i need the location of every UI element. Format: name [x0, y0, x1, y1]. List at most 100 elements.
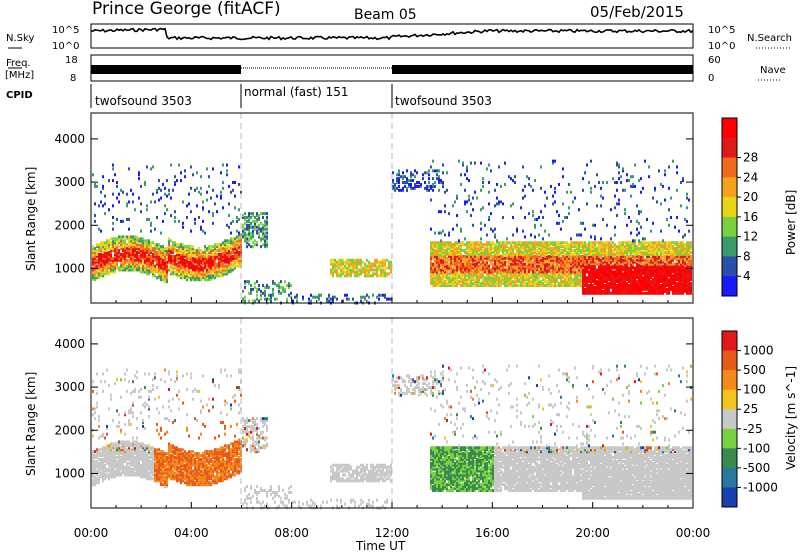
- power-cell: [206, 262, 208, 266]
- power-cell: [402, 171, 404, 175]
- power-cell: [540, 210, 542, 214]
- power-cell: [466, 260, 468, 264]
- power-cell: [378, 274, 380, 278]
- power-cell: [432, 274, 434, 278]
- power-cell: [508, 175, 510, 179]
- power-cell: [140, 258, 142, 262]
- power-cell: [516, 227, 518, 231]
- power-cell: [638, 272, 640, 276]
- power-cell: [234, 249, 236, 253]
- power-cell: [466, 282, 468, 286]
- power-cell: [542, 262, 544, 266]
- power-cell: [658, 280, 660, 284]
- power-cell: [550, 247, 552, 251]
- power-cell: [662, 241, 664, 245]
- power-cell: [618, 264, 620, 268]
- power-cell: [170, 239, 172, 243]
- power-cell: [522, 278, 524, 282]
- power-cell: [184, 266, 186, 270]
- power-cell: [484, 260, 486, 264]
- power-cell: [616, 278, 618, 282]
- power-cell: [624, 266, 626, 270]
- power-cell: [484, 247, 486, 251]
- power-cell: [636, 274, 638, 278]
- power-cell: [510, 254, 512, 258]
- power-cell: [614, 282, 616, 286]
- power-cell: [196, 262, 198, 266]
- power-cell: [162, 247, 164, 251]
- power-cell: [556, 268, 558, 272]
- power-cell: [480, 268, 482, 272]
- power-cell: [476, 196, 478, 200]
- power-cell: [664, 266, 666, 270]
- power-cell: [490, 260, 492, 264]
- power-cell: [522, 196, 524, 200]
- power-cell: [618, 276, 620, 280]
- power-cell: [468, 284, 470, 288]
- power-cell: [100, 258, 102, 262]
- power-cell: [588, 280, 590, 284]
- power-cell: [198, 252, 200, 256]
- power-cell: [550, 249, 552, 253]
- power-cell: [472, 252, 474, 256]
- power-cell: [466, 256, 468, 260]
- power-cell: [446, 268, 448, 272]
- power-cell: [130, 188, 132, 192]
- power-cell: [488, 284, 490, 288]
- power-cell: [504, 252, 506, 256]
- power-cell: [538, 256, 540, 260]
- power-cell: [440, 282, 442, 286]
- power-cell: [338, 260, 340, 264]
- power-cell: [644, 245, 646, 249]
- power-cell: [140, 245, 142, 249]
- power-cell: [114, 256, 116, 260]
- power-cell: [618, 278, 620, 282]
- power-cell: [540, 254, 542, 258]
- power-cell: [606, 289, 608, 293]
- power-cell: [142, 243, 144, 247]
- power-cell: [328, 293, 330, 297]
- power-cell: [560, 243, 562, 247]
- power-cell: [332, 295, 334, 299]
- power-cell: [452, 252, 454, 256]
- power-cell: [232, 254, 234, 258]
- power-cell: [648, 262, 650, 266]
- power-cell: [568, 284, 570, 288]
- power-cell: [248, 237, 250, 241]
- power-cell: [202, 276, 204, 280]
- power-cell: [168, 258, 170, 262]
- power-cell: [592, 266, 594, 270]
- power-cell: [114, 247, 116, 251]
- power-cell: [542, 258, 544, 262]
- power-cell: [558, 243, 560, 247]
- power-cell: [264, 212, 266, 216]
- power-cell: [482, 278, 484, 282]
- power-cell: [564, 268, 566, 272]
- power-cell: [148, 266, 150, 270]
- power-cell: [434, 284, 436, 288]
- power-cell: [462, 241, 464, 245]
- power-cell: [614, 266, 616, 270]
- power-cell: [538, 264, 540, 268]
- power-cell: [146, 272, 148, 276]
- power-cell: [236, 252, 238, 256]
- power-cell: [540, 252, 542, 256]
- power-cell: [572, 260, 574, 264]
- power-cell: [502, 256, 504, 260]
- power-cell: [508, 266, 510, 270]
- power-cell: [606, 264, 608, 268]
- power-cell: [346, 260, 348, 264]
- power-cell: [232, 268, 234, 272]
- power-cell: [370, 266, 372, 270]
- power-cell: [628, 249, 630, 253]
- power-cell: [264, 239, 266, 243]
- power-cell: [500, 276, 502, 280]
- power-cell: [634, 289, 636, 293]
- power-cell: [238, 237, 240, 241]
- power-cell: [608, 291, 610, 295]
- power-cell: [480, 250, 482, 254]
- power-cell: [606, 241, 608, 245]
- power-cell: [218, 245, 220, 249]
- power-cell: [476, 258, 478, 262]
- power-cell: [460, 254, 462, 258]
